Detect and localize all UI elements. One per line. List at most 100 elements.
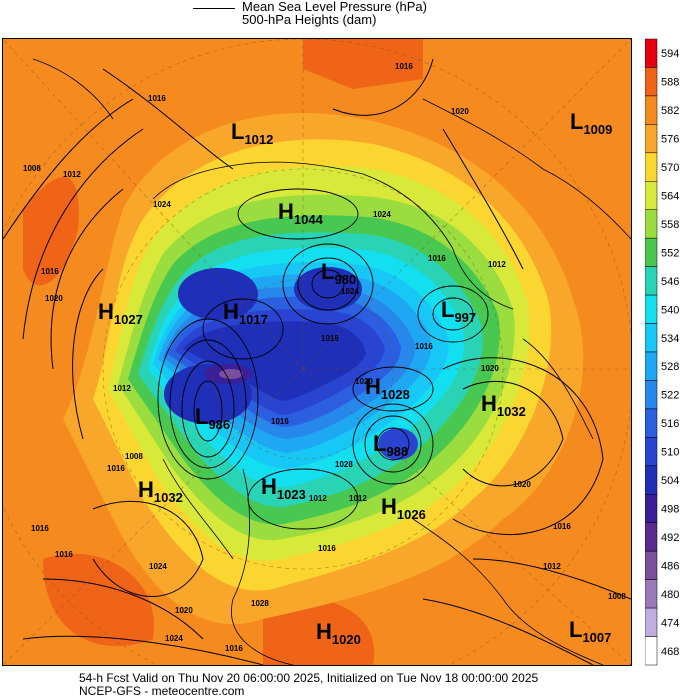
isobar-label: 1016 (321, 334, 339, 343)
pressure-centers: L1012 L1009 H1044 L980 H1027 H1017 L997 H1028 H1… (98, 109, 612, 647)
low-center-980: L980 (321, 259, 356, 287)
colorbar-label-552: 552 (661, 247, 679, 259)
low-center-1009: L1009 (570, 109, 612, 137)
band-510-pocket (378, 428, 418, 460)
band-594-patch (43, 553, 155, 647)
isobar-label: 1016 (428, 254, 446, 263)
colorbar-swatch-492 (644, 522, 658, 552)
isobar-label: 1016 (318, 544, 336, 553)
weather-map: 1016 1016 1020 1008 1012 1024 1016 1020 1024 1016… (2, 38, 632, 666)
isobar-label: 1012 (63, 170, 81, 179)
source-credit: NCEP-GFS - meteocentre.com (79, 684, 245, 698)
band-594-patch (23, 176, 79, 286)
colorbar-swatch-486 (644, 550, 658, 580)
low-center-997: L997 (441, 297, 476, 325)
colorbar-label-546: 546 (661, 276, 679, 288)
colorbar-label-564: 564 (661, 191, 679, 203)
isobar-label: 1012 (488, 260, 506, 269)
colorbar-swatch-546 (644, 266, 658, 296)
isobar-label: 1024 (165, 634, 183, 643)
colorbar-label-594: 594 (661, 48, 679, 60)
colorbar-swatch-576 (644, 124, 658, 154)
band-486-core (219, 369, 243, 379)
isobar-label: 1020 (481, 364, 499, 373)
colorbar-swatch-474 (644, 607, 658, 637)
high-center-1028: H1028 (365, 374, 410, 402)
colorbar-label-582: 582 (661, 105, 679, 117)
isobar-label: 1024 (373, 210, 391, 219)
isobar-label: 1016 (148, 94, 166, 103)
colorbar-swatch-468 (644, 636, 658, 666)
high-center-1020: H1020 (316, 619, 361, 647)
isobar-label: 1016 (55, 550, 73, 559)
isobar-label: 1028 (251, 599, 269, 608)
colorbar-swatch-504 (644, 465, 658, 495)
colorbar-label-474: 474 (661, 617, 679, 629)
map-canvas: 1016 1016 1020 1008 1012 1024 1016 1020 1024 1016… (3, 39, 631, 665)
band-504-pocket (178, 268, 258, 320)
chart-footer: 54-h Fcst Valid on Thu Nov 20 06:00:00 2… (0, 666, 681, 700)
isobar-label: 1016 (415, 342, 433, 351)
isobars (3, 58, 631, 665)
coastlines (32, 58, 631, 665)
isobar-label: 1028 (335, 460, 353, 469)
colorbar-swatch-594 (644, 38, 658, 68)
colorbar-label-498: 498 (661, 504, 679, 516)
height-colorbar: 594 588 582 576 570 564 558 552 546 540 534 528 522 5… (644, 38, 681, 666)
isobar-label: 1008 (608, 592, 626, 601)
colorbar-swatch-582 (644, 95, 658, 125)
high-center-1032: H1032 (481, 391, 526, 419)
isobar-label: 1016 (41, 267, 59, 276)
isobar-label: 1020 (451, 107, 469, 116)
isobar-label: 1012 (309, 494, 327, 503)
high-center-1023: H1023 (261, 474, 306, 502)
isobar-labels: 1016 1016 1020 1008 1012 1024 1016 1020 1024 1016… (23, 62, 626, 653)
isobar-label: 1016 (107, 464, 125, 473)
colorbar-label-558: 558 (661, 219, 679, 231)
high-center-1032: H1032 (138, 477, 183, 505)
isobar-label: 1012 (543, 562, 561, 571)
colorbar-swatch-522 (644, 380, 658, 410)
colorbar-label-540: 540 (661, 304, 679, 316)
isobar-legend-line (193, 8, 235, 9)
band-510 (183, 321, 366, 401)
colorbar-swatch-510 (644, 437, 658, 467)
colorbar-label-534: 534 (661, 333, 679, 345)
isobar-label: 1016 (395, 62, 413, 71)
colorbar-label-486: 486 (661, 560, 679, 572)
isobar-label: 1020 (175, 606, 193, 615)
high-center-1026: H1026 (381, 494, 426, 522)
high-center-1027: H1027 (98, 299, 143, 327)
colorbar-label-588: 588 (661, 77, 679, 89)
band-594-patch (263, 596, 375, 665)
high-center-1044: H1044 (278, 199, 324, 227)
isobar-label: 1012 (113, 384, 131, 393)
colorbar-label-492: 492 (661, 532, 679, 544)
isobar-label: 1016 (31, 524, 49, 533)
chart-header: Mean Sea Level Pressure (hPa) 500-hPa He… (0, 0, 681, 34)
colorbar-swatch-588 (644, 67, 658, 97)
isobar-label: 1024 (153, 200, 171, 209)
isobar-label: 1016 (225, 644, 243, 653)
graticule (3, 39, 631, 665)
isobar-label: 1016 (271, 417, 289, 426)
isobar-label: 1016 (553, 522, 571, 531)
colorbar-swatch-540 (644, 294, 658, 324)
colorbar-label-570: 570 (661, 162, 679, 174)
low-center-1012: L1012 (231, 119, 273, 147)
isobar-label: 1012 (349, 494, 367, 503)
colorbar-swatch-534 (644, 323, 658, 353)
colorbar-swatch-528 (644, 351, 658, 381)
colorbar-swatch-480 (644, 579, 658, 609)
band-504-pocket (294, 267, 362, 311)
isobars-dense (157, 188, 489, 530)
low-center-986: L986 (195, 404, 230, 432)
colorbar-label-468: 468 (661, 646, 679, 658)
colorbar-label-504: 504 (661, 475, 679, 487)
colorbar-label-522: 522 (661, 390, 679, 402)
forecast-valid-text: 54-h Fcst Valid on Thu Nov 20 06:00:00 2… (79, 671, 539, 685)
colorbar-swatch-552 (644, 237, 658, 267)
band-594-patch (303, 39, 423, 89)
colorbar-label-516: 516 (661, 418, 679, 430)
colorbar-swatch-564 (644, 181, 658, 210)
